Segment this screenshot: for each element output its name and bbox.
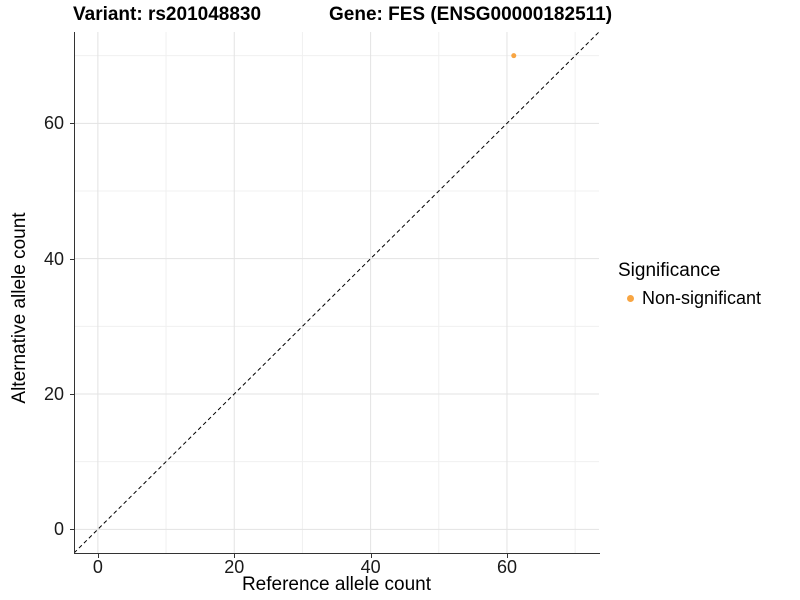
plot-panel — [74, 32, 599, 553]
x-axis-tick — [506, 554, 508, 558]
y-tick-label: 20 — [43, 383, 64, 404]
data-point — [511, 53, 517, 59]
gene-title: Gene: FES (ENSG00000182511) — [329, 4, 613, 25]
legend-item: Non-significant — [627, 288, 761, 308]
x-axis-tick — [97, 554, 99, 558]
y-axis-title: Alternative allele count — [9, 212, 30, 404]
y-tick-label: 40 — [43, 248, 64, 269]
y-axis-line — [74, 32, 75, 554]
legend-item-label: Non-significant — [642, 288, 762, 308]
y-axis-tick — [70, 393, 74, 395]
x-axis-tick — [370, 554, 372, 558]
x-tick-label: 0 — [92, 557, 103, 577]
legend-title: Significance — [618, 260, 721, 281]
x-tick-label: 40 — [360, 557, 381, 577]
identity-dashed-line — [74, 32, 599, 553]
y-axis-tick — [70, 529, 74, 531]
x-tick-label: 60 — [496, 557, 517, 577]
y-axis-tick — [70, 123, 74, 125]
variant-title: Variant: rs201048830 — [73, 4, 262, 25]
x-axis-line — [74, 553, 600, 554]
x-tick-label: 20 — [224, 557, 245, 577]
x-axis-title: Reference allele count — [241, 574, 432, 595]
y-tick-label: 60 — [43, 113, 64, 134]
legend: Significance Non-significant — [618, 260, 761, 308]
x-axis-tick — [234, 554, 236, 558]
y-tick-label: 0 — [53, 519, 64, 540]
y-axis-tick — [70, 258, 74, 260]
legend-key-dot-icon — [627, 294, 634, 302]
